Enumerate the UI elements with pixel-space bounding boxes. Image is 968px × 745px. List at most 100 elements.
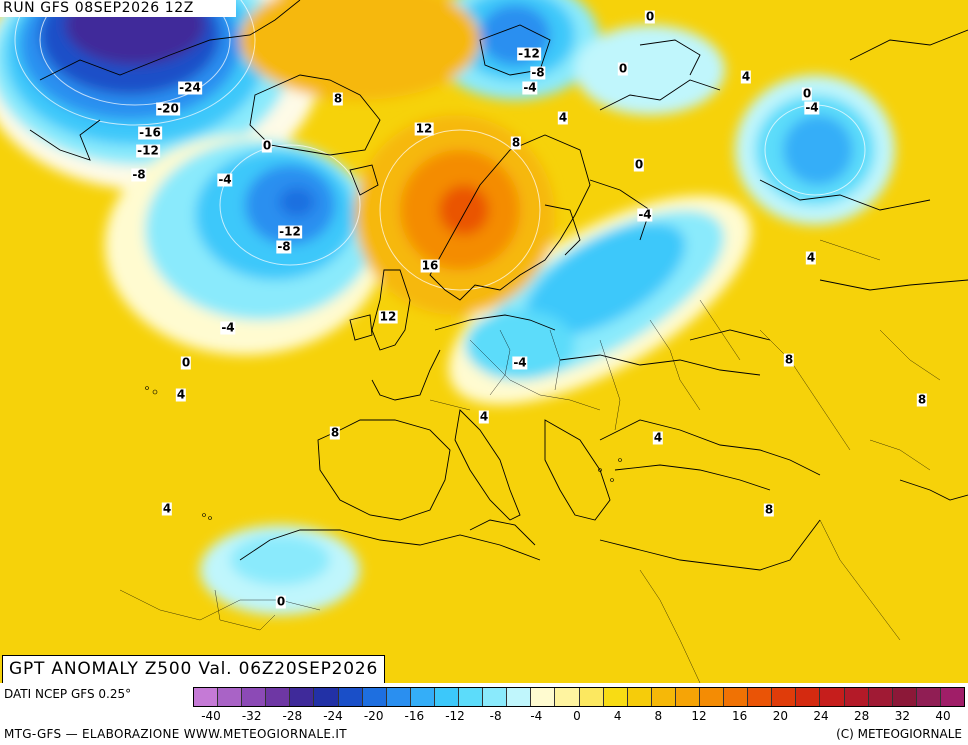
africa-low-c2	[230, 535, 330, 585]
contour-label: -4	[637, 207, 653, 222]
contour-label: 8	[510, 135, 522, 150]
anomaly-fields	[0, 0, 895, 615]
scale-swatch	[386, 688, 411, 706]
coastlines	[29, 0, 968, 571]
scale-tick-label: 40	[935, 709, 951, 723]
legend-bar: DATI NCEP GFS 0.25° -40 -32 -28 -24 -20 -16 -1…	[0, 683, 968, 745]
contour-label: 0	[261, 138, 273, 153]
scale-swatch	[868, 688, 893, 706]
country-borders	[119, 239, 941, 683]
contour-label: -4	[522, 80, 538, 95]
scale-swatch	[724, 688, 749, 706]
scale-swatch	[194, 688, 219, 706]
contour-label: 16	[420, 258, 440, 273]
contour-label: 0	[633, 157, 645, 172]
contour-label: 8	[332, 91, 344, 106]
scale-swatch	[699, 688, 725, 706]
scale-tick-label: 32	[894, 709, 910, 723]
contour-label: 8	[763, 502, 775, 517]
scand-high-c3	[439, 185, 489, 235]
contour-label: 0	[801, 86, 813, 101]
scale-swatch	[266, 688, 291, 706]
data-source-label: DATI NCEP GFS 0.25°	[4, 687, 132, 701]
scale-swatch	[675, 688, 700, 706]
scale-tick-label: -8	[489, 709, 502, 723]
scale-tick-label: 28	[854, 709, 870, 723]
contour-label: -8	[276, 239, 292, 254]
scale-tick-label: 0	[573, 709, 581, 723]
scale-tick-label: -40	[201, 709, 221, 723]
copyright-label: (C) METEOGIORNALE	[836, 727, 962, 741]
scale-swatch	[483, 688, 508, 706]
contour-label: 8	[916, 392, 928, 407]
scale-swatch	[916, 688, 941, 706]
scale-swatch	[218, 688, 243, 706]
contour-label: 4	[557, 110, 569, 125]
islands	[145, 386, 622, 520]
map-title: GPT ANOMALY Z500 Val. 06Z20SEP2026	[2, 655, 386, 684]
contour-label: -8	[131, 167, 147, 182]
contour-label: 0	[275, 594, 287, 609]
baltic-low-c2	[524, 223, 686, 337]
scale-swatch	[892, 688, 917, 706]
scale-tick-label: 24	[813, 709, 829, 723]
scale-swatch	[748, 688, 773, 706]
scale-swatch	[579, 688, 604, 706]
color-scale	[193, 687, 965, 707]
contour-label: 0	[644, 9, 656, 24]
contour-label: -4	[512, 355, 528, 370]
scale-swatch	[314, 688, 339, 706]
scale-swatch	[940, 688, 964, 706]
scale-swatch	[434, 688, 460, 706]
run-title: RUN GFS 08SEP2026 12Z	[0, 0, 236, 17]
contour-label: 8	[329, 425, 341, 440]
scale-tick-label: -32	[241, 709, 262, 723]
barents-pale	[575, 25, 725, 115]
scale-tick-label: -24	[323, 709, 343, 723]
contour-label: -12	[517, 46, 541, 61]
contour-label: -4	[217, 172, 233, 187]
credit-label: MTG-GFS — ELABORAZIONE WWW.METEOGIORNALE…	[4, 727, 347, 741]
contour-label: 0	[617, 61, 629, 76]
contour-label: 12	[414, 121, 434, 136]
contour-label: -4	[220, 320, 236, 335]
scale-tick-label: -12	[445, 709, 465, 723]
scale-tick-label: -28	[282, 709, 303, 723]
scale-tick-label: 12	[691, 709, 707, 723]
contour-label: 4	[175, 387, 187, 402]
scale-swatch	[844, 688, 869, 706]
contour-label: 4	[652, 430, 664, 445]
contour-label: -4	[804, 100, 820, 115]
contour-label: 0	[180, 355, 192, 370]
ural-low-c3	[783, 115, 853, 185]
scale-swatch	[242, 688, 267, 706]
contour-label: -8	[530, 65, 546, 80]
scale-tick-label: 8	[654, 709, 663, 723]
contour-label: 12	[378, 309, 398, 324]
scale-swatch	[410, 688, 435, 706]
scale-swatch	[820, 688, 845, 706]
scale-swatch	[603, 688, 628, 706]
scale-tick-label: 16	[732, 709, 748, 723]
scale-swatch	[507, 688, 532, 706]
scale-swatch	[772, 688, 797, 706]
contour-label: 8	[783, 352, 795, 367]
contour-label: 4	[805, 250, 817, 265]
contour-label: 4	[478, 409, 490, 424]
scale-tick-label: -4	[530, 709, 543, 723]
contour-lines	[14, 0, 866, 291]
contour-label: 4	[161, 501, 173, 516]
contour-label: -24	[178, 80, 202, 95]
scale-swatch	[651, 688, 676, 706]
scale-swatch	[796, 688, 821, 706]
scale-swatch	[338, 688, 363, 706]
scale-tick-label: 4	[613, 709, 622, 723]
scale-swatch	[290, 688, 315, 706]
scale-swatch	[627, 688, 652, 706]
contour-label: 4	[740, 69, 752, 84]
contour-label: -12	[278, 224, 302, 239]
contour-label: -20	[156, 101, 180, 116]
scale-swatch	[459, 688, 484, 706]
scale-swatch	[362, 688, 387, 706]
